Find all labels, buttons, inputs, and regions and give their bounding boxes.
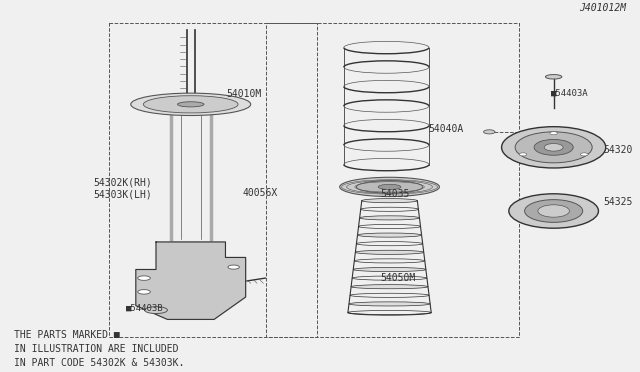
Ellipse shape xyxy=(360,216,419,220)
Polygon shape xyxy=(136,242,246,320)
Ellipse shape xyxy=(358,233,422,237)
Text: 54325: 54325 xyxy=(603,197,632,207)
Ellipse shape xyxy=(138,290,150,294)
Ellipse shape xyxy=(544,144,563,151)
Ellipse shape xyxy=(349,302,430,306)
Ellipse shape xyxy=(356,181,422,193)
Ellipse shape xyxy=(145,307,168,314)
Ellipse shape xyxy=(362,199,417,203)
Ellipse shape xyxy=(131,93,251,115)
Ellipse shape xyxy=(534,140,573,155)
Text: 40056X: 40056X xyxy=(243,188,278,198)
Text: 54040A: 54040A xyxy=(429,125,464,134)
Ellipse shape xyxy=(550,132,557,135)
Ellipse shape xyxy=(143,96,238,113)
Ellipse shape xyxy=(340,177,440,196)
Ellipse shape xyxy=(509,194,598,228)
Text: 54302K(RH)
54303K(LH): 54302K(RH) 54303K(LH) xyxy=(93,178,152,199)
Ellipse shape xyxy=(515,132,592,163)
Ellipse shape xyxy=(177,102,204,107)
Text: ■54403B: ■54403B xyxy=(126,304,164,313)
Text: 54320: 54320 xyxy=(603,145,632,155)
Ellipse shape xyxy=(484,130,495,134)
Ellipse shape xyxy=(353,267,426,272)
Text: 54050M: 54050M xyxy=(380,273,415,283)
Ellipse shape xyxy=(580,153,588,156)
Ellipse shape xyxy=(351,285,428,289)
Text: ■54403A: ■54403A xyxy=(550,89,588,97)
Text: 54010M: 54010M xyxy=(227,89,262,99)
Ellipse shape xyxy=(519,153,527,156)
Ellipse shape xyxy=(525,200,582,222)
Ellipse shape xyxy=(138,276,150,280)
Ellipse shape xyxy=(545,74,562,79)
Ellipse shape xyxy=(378,185,401,189)
Ellipse shape xyxy=(355,250,424,254)
Text: 54035: 54035 xyxy=(380,189,410,199)
Ellipse shape xyxy=(502,127,605,168)
Text: J401012M: J401012M xyxy=(579,3,626,13)
Text: THE PARTS MARKED ■
IN ILLUSTRATION ARE INCLUDED
IN PART CODE 54302K & 54303K.: THE PARTS MARKED ■ IN ILLUSTRATION ARE I… xyxy=(14,330,184,368)
Ellipse shape xyxy=(538,205,570,217)
Ellipse shape xyxy=(228,265,239,269)
